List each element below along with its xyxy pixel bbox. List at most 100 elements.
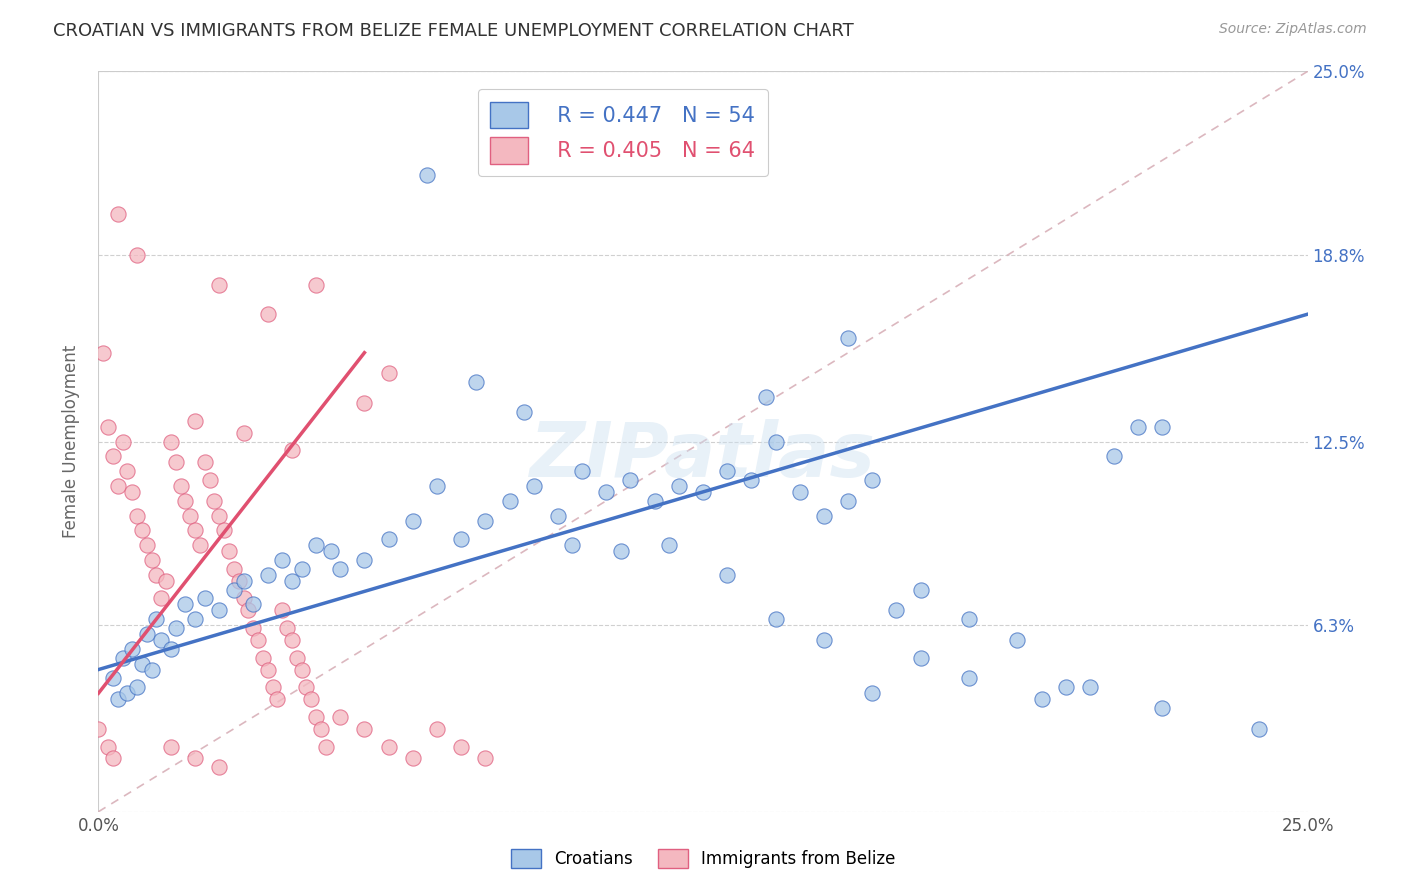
Point bbox=[232, 425, 254, 440]
Point bbox=[1128, 419, 1150, 434]
Point bbox=[165, 621, 187, 635]
Point bbox=[160, 641, 183, 656]
Point bbox=[658, 538, 681, 552]
Point bbox=[174, 493, 197, 508]
Point bbox=[232, 574, 254, 588]
Point bbox=[716, 464, 738, 478]
Point bbox=[111, 650, 134, 665]
Point bbox=[188, 538, 211, 552]
Point bbox=[135, 538, 157, 552]
Point bbox=[117, 464, 139, 478]
Point bbox=[305, 538, 328, 552]
Legend:   R = 0.447   N = 54,   R = 0.405   N = 64: R = 0.447 N = 54, R = 0.405 N = 64 bbox=[478, 89, 768, 176]
Point bbox=[247, 632, 270, 647]
Point bbox=[127, 248, 149, 262]
Point bbox=[561, 538, 583, 552]
Point bbox=[131, 524, 153, 538]
Point bbox=[319, 544, 342, 558]
Point bbox=[595, 484, 617, 499]
Point bbox=[256, 663, 278, 677]
Point bbox=[1102, 450, 1125, 464]
Point bbox=[1054, 681, 1077, 695]
Point bbox=[218, 544, 240, 558]
Point bbox=[957, 612, 980, 626]
Point bbox=[174, 598, 197, 612]
Point bbox=[281, 443, 304, 458]
Point bbox=[121, 641, 143, 656]
Point bbox=[127, 681, 149, 695]
Point bbox=[107, 206, 129, 220]
Point bbox=[271, 553, 294, 567]
Point bbox=[474, 751, 496, 765]
Point bbox=[169, 479, 191, 493]
Point bbox=[765, 434, 787, 449]
Point bbox=[464, 376, 486, 390]
Point bbox=[208, 508, 231, 523]
Point bbox=[256, 567, 278, 582]
Point bbox=[242, 598, 264, 612]
Point bbox=[450, 739, 472, 754]
Point bbox=[309, 722, 332, 736]
Point bbox=[740, 473, 762, 487]
Text: ZIPatlas: ZIPatlas bbox=[530, 419, 876, 493]
Point bbox=[208, 277, 231, 292]
Point bbox=[165, 455, 187, 469]
Point bbox=[150, 632, 173, 647]
Point bbox=[111, 434, 134, 449]
Point bbox=[281, 632, 304, 647]
Point bbox=[329, 710, 352, 724]
Point bbox=[101, 751, 124, 765]
Point bbox=[1078, 681, 1101, 695]
Point bbox=[1249, 722, 1271, 736]
Point bbox=[87, 722, 110, 736]
Point bbox=[426, 722, 449, 736]
Point bbox=[135, 627, 157, 641]
Point bbox=[315, 739, 337, 754]
Point bbox=[910, 582, 932, 597]
Point bbox=[571, 464, 593, 478]
Point bbox=[228, 574, 250, 588]
Point bbox=[222, 582, 245, 597]
Point bbox=[285, 650, 308, 665]
Point bbox=[107, 479, 129, 493]
Text: Source: ZipAtlas.com: Source: ZipAtlas.com bbox=[1219, 22, 1367, 37]
Point bbox=[837, 331, 859, 345]
Point bbox=[305, 277, 328, 292]
Point bbox=[813, 632, 835, 647]
Point bbox=[101, 672, 124, 686]
Point bbox=[276, 621, 298, 635]
Point bbox=[957, 672, 980, 686]
Point bbox=[860, 473, 883, 487]
Point bbox=[402, 515, 425, 529]
Point bbox=[860, 686, 883, 700]
Point bbox=[160, 434, 183, 449]
Point bbox=[668, 479, 690, 493]
Point bbox=[765, 612, 787, 626]
Point bbox=[299, 692, 322, 706]
Point bbox=[305, 710, 328, 724]
Point bbox=[1152, 419, 1174, 434]
Y-axis label: Female Unemployment: Female Unemployment bbox=[62, 345, 80, 538]
Point bbox=[141, 663, 163, 677]
Point bbox=[886, 603, 908, 617]
Point bbox=[179, 508, 201, 523]
Point bbox=[290, 663, 312, 677]
Point bbox=[755, 390, 778, 404]
Point bbox=[353, 553, 375, 567]
Point bbox=[141, 553, 163, 567]
Point bbox=[281, 574, 304, 588]
Point bbox=[97, 739, 120, 754]
Point bbox=[184, 612, 207, 626]
Point bbox=[271, 603, 294, 617]
Point bbox=[377, 739, 399, 754]
Point bbox=[498, 493, 520, 508]
Point bbox=[212, 524, 235, 538]
Point bbox=[198, 473, 221, 487]
Point bbox=[184, 414, 207, 428]
Point bbox=[204, 493, 226, 508]
Point bbox=[256, 307, 278, 321]
Point bbox=[523, 479, 546, 493]
Point bbox=[353, 722, 375, 736]
Point bbox=[101, 450, 124, 464]
Point bbox=[644, 493, 666, 508]
